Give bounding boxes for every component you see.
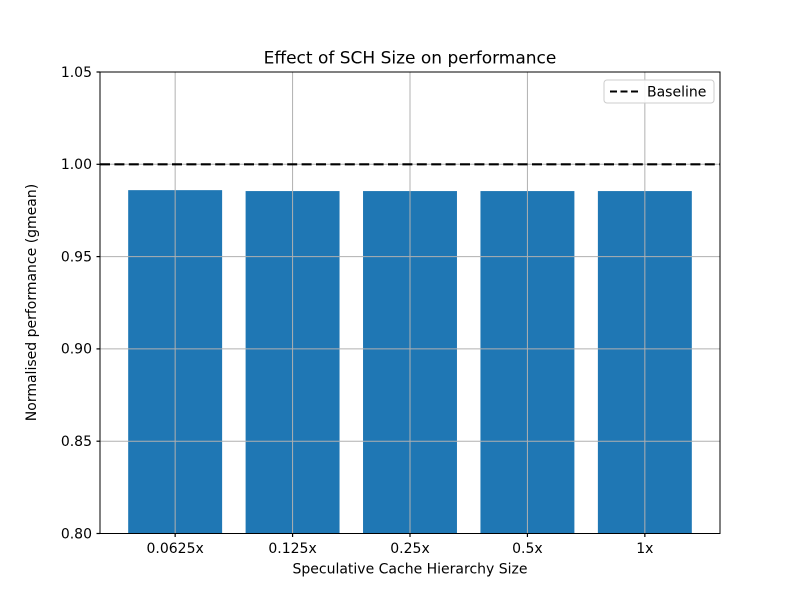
axes-frame xyxy=(99,71,721,534)
y-axis-label: Normalised performance (gmean) xyxy=(24,184,40,421)
y-tick-label: 0.90 xyxy=(61,342,92,358)
chart-title: Effect of SCH Size on performance xyxy=(264,49,557,69)
x-tick-label: 0.25x xyxy=(390,541,429,557)
y-tick-label: 0.85 xyxy=(61,434,92,450)
legend-box xyxy=(603,79,715,104)
x-axis-label: Speculative Cache Hierarchy Size xyxy=(293,562,528,578)
plot-area: 0.80 0.85 0.90 0.95 1.00 1.05 0.0625x 0.125x 0.2… xyxy=(61,65,720,557)
y-tick-label: 0.80 xyxy=(61,526,92,542)
y-tick-label: 0.95 xyxy=(61,249,92,265)
y-tick-label: 1.05 xyxy=(61,65,92,81)
x-tick-label: 1x xyxy=(636,541,653,557)
y-tick-label: 1.00 xyxy=(61,157,92,173)
x-tick-label: 0.0625x xyxy=(147,541,204,557)
x-tick-label: 0.125x xyxy=(268,541,316,557)
legend: Baseline xyxy=(603,79,715,104)
x-tick-label: 0.5x xyxy=(512,541,543,557)
legend-label-baseline: Baseline xyxy=(647,85,706,101)
